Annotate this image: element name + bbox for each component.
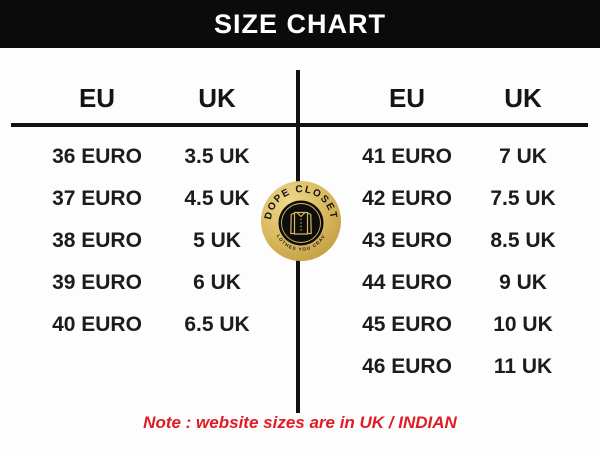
size-cell: 6.5 UK [184, 313, 250, 336]
size-cell: 5 UK [193, 229, 241, 252]
size-cell: 37 EURO [52, 187, 142, 210]
size-cell: 10 UK [493, 313, 553, 336]
size-cell: 39 EURO [52, 271, 142, 294]
left-uk-column: 3.5 UK 4.5 UK 5 UK 6 UK 6.5 UK [152, 136, 282, 346]
size-cell: 3.5 UK [184, 145, 250, 168]
size-cell: 11 UK [493, 355, 553, 378]
col-header-right-eu: EU [388, 82, 426, 113]
size-cell: 41 EURO [362, 145, 452, 168]
page-title: SIZE CHART [214, 8, 386, 39]
size-cell: 9 UK [499, 271, 547, 294]
col-header-right-uk: UK [504, 82, 542, 113]
col-header-left-eu: EU [78, 82, 116, 113]
size-cell: 43 EURO [362, 229, 452, 252]
size-cell: 36 EURO [52, 145, 142, 168]
size-cell: 44 EURO [362, 271, 452, 294]
size-cell: 8.5 UK [490, 229, 556, 252]
dope-closet-logo: DOPE CLOSET CLOTHES YOU CRAVE [261, 181, 341, 261]
jacket-icon [290, 211, 312, 235]
size-cell: 4.5 UK [184, 187, 250, 210]
size-cell: 40 EURO [52, 313, 142, 336]
right-uk-column: 7 UK 7.5 UK 8.5 UK 9 UK 10 UK 11 UK [458, 136, 588, 388]
size-cell: 45 EURO [362, 313, 452, 336]
right-eu-column: 41 EURO 42 EURO 43 EURO 44 EURO 45 EURO … [342, 136, 472, 388]
size-cell: 46 EURO [362, 355, 452, 378]
size-cell: 7.5 UK [490, 187, 556, 210]
col-header-left-uk: UK [198, 82, 236, 113]
size-cell: 38 EURO [52, 229, 142, 252]
size-note: Note : website sizes are in UK / INDIAN [143, 413, 457, 432]
size-cell: 6 UK [193, 271, 241, 294]
header-bar: SIZE CHART [0, 0, 600, 48]
size-cell: 42 EURO [362, 187, 452, 210]
size-cell: 7 UK [499, 145, 547, 168]
logo-inner-ring [281, 203, 321, 243]
left-eu-column: 36 EURO 37 EURO 38 EURO 39 EURO 40 EURO [32, 136, 162, 346]
